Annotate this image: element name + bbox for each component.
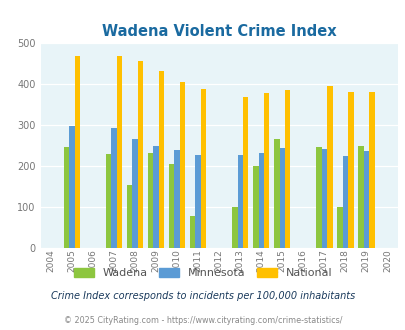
Bar	[242, 97, 248, 248]
Title: Wadena Violent Crime Index: Wadena Violent Crime Index	[102, 24, 336, 39]
Text: Crime Index corresponds to incidents per 100,000 inhabitants: Crime Index corresponds to incidents per…	[51, 291, 354, 301]
Bar	[138, 61, 143, 248]
Bar	[174, 150, 179, 248]
Bar	[336, 207, 342, 248]
Bar	[132, 140, 138, 248]
Bar	[252, 166, 258, 248]
Legend: Wadena, Minnesota, National: Wadena, Minnesota, National	[70, 265, 335, 282]
Bar	[232, 207, 237, 248]
Bar	[363, 150, 368, 248]
Bar	[342, 156, 347, 248]
Bar	[368, 92, 374, 248]
Bar	[326, 86, 332, 248]
Bar	[106, 154, 111, 248]
Bar	[347, 92, 353, 248]
Bar	[168, 164, 174, 248]
Bar	[357, 146, 363, 248]
Bar	[321, 149, 326, 248]
Bar	[153, 146, 158, 248]
Bar	[273, 139, 279, 248]
Bar	[111, 128, 117, 248]
Bar	[148, 153, 153, 248]
Text: © 2025 CityRating.com - https://www.cityrating.com/crime-statistics/: © 2025 CityRating.com - https://www.city…	[64, 316, 341, 325]
Bar	[127, 185, 132, 248]
Bar	[117, 56, 122, 248]
Bar	[64, 147, 69, 248]
Bar	[195, 155, 200, 248]
Bar	[200, 89, 206, 248]
Bar	[69, 125, 75, 248]
Bar	[315, 147, 321, 248]
Bar	[263, 93, 269, 248]
Bar	[75, 55, 80, 247]
Bar	[237, 155, 242, 248]
Bar	[158, 71, 164, 248]
Bar	[284, 90, 290, 248]
Bar	[190, 216, 195, 248]
Bar	[179, 82, 185, 248]
Bar	[279, 148, 284, 248]
Bar	[258, 153, 263, 248]
